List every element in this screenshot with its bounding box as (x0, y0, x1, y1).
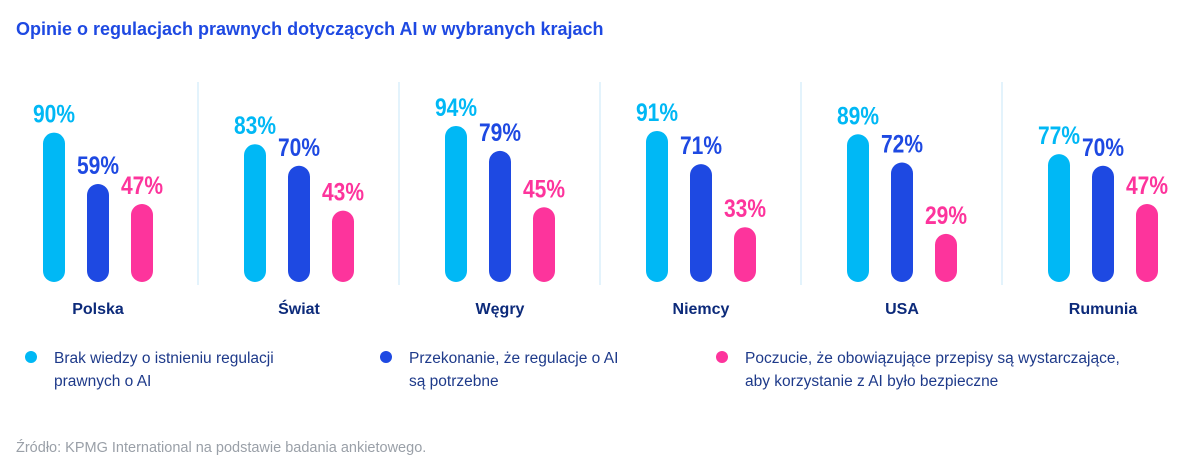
legend-item-awareness: Brak wiedzy o istnieniu regulacji prawnyc… (25, 347, 274, 393)
bar-usa-1 (891, 162, 913, 282)
legend-line: są potrzebne (409, 373, 499, 390)
bar-niemcy-1 (690, 164, 712, 282)
bar-węgry-1 (489, 150, 511, 282)
bar-usa-0 (847, 134, 869, 282)
data-label: 77% (1038, 122, 1080, 150)
data-label: 71% (680, 132, 722, 160)
data-label: 70% (278, 134, 320, 162)
bar-rumunia-0 (1048, 154, 1070, 282)
data-label: 59% (77, 152, 119, 180)
bar-rumunia-1 (1092, 165, 1114, 282)
data-label: 72% (881, 130, 923, 158)
data-label: 43% (322, 179, 364, 207)
data-label: 33% (724, 195, 766, 223)
bar-chart: 90%59%47%Polska83%70%43%Świat94%79%45%Wę… (33, 82, 1168, 318)
bar-węgry-0 (445, 125, 467, 283)
data-label: 89% (837, 102, 879, 130)
data-label: 70% (1082, 134, 1124, 162)
legend-dot-cyan-icon (25, 351, 37, 363)
data-label: 91% (636, 99, 678, 127)
bar-świat-0 (244, 144, 266, 282)
bar-świat-2 (332, 210, 354, 282)
legend-dot-blue-icon (380, 351, 392, 363)
category-label: Świat (278, 299, 320, 318)
category-label: USA (885, 301, 919, 318)
legend-text: Przekonanie, że regulacje o AI są potrzeb… (409, 347, 618, 393)
category-label: Niemcy (673, 301, 730, 318)
bar-niemcy-2 (734, 227, 756, 282)
legend-item-needed: Przekonanie, że regulacje o AI są potrzeb… (380, 347, 618, 393)
data-label: 79% (479, 119, 521, 147)
chart-title: Opinie o regulacjach prawnych dotyczącyc… (16, 19, 604, 39)
legend-line: Przekonanie, że regulacje o AI (409, 350, 619, 367)
legend-line: aby korzystanie z AI było bezpieczne (745, 373, 999, 390)
bar-węgry-2 (533, 207, 555, 282)
legend-line: prawnych o AI (54, 373, 152, 390)
legend-item-sufficient: Poczucie, że obowiązujące przepisy są wy… (716, 347, 1120, 393)
data-label: 45% (523, 175, 565, 203)
legend-text: Brak wiedzy o istnieniu regulacji prawnyc… (54, 347, 274, 393)
data-label: 83% (234, 112, 276, 140)
data-label: 94% (435, 94, 477, 122)
category-label: Polska (72, 301, 124, 318)
legend-dot-pink-icon (716, 351, 728, 363)
bar-rumunia-2 (1136, 203, 1158, 282)
bar-polska-0 (43, 132, 65, 282)
legend-text: Poczucie, że obowiązujące przepisy są wy… (745, 347, 1120, 393)
bar-polska-1 (87, 184, 109, 282)
category-label: Rumunia (1069, 301, 1138, 318)
data-label: 90% (33, 101, 75, 129)
data-label: 47% (1126, 172, 1168, 200)
data-label: 47% (121, 172, 163, 200)
source-note: Źródło: KPMG International na podstawie … (16, 440, 427, 456)
data-label: 29% (925, 202, 967, 230)
bar-usa-2 (935, 233, 957, 282)
legend-line: Brak wiedzy o istnieniu regulacji (54, 350, 274, 367)
bar-świat-1 (288, 165, 310, 282)
bar-polska-2 (131, 203, 153, 282)
legend-line: Poczucie, że obowiązujące przepisy są wy… (745, 350, 1120, 367)
bar-niemcy-0 (646, 130, 668, 282)
category-label: Węgry (476, 301, 525, 318)
